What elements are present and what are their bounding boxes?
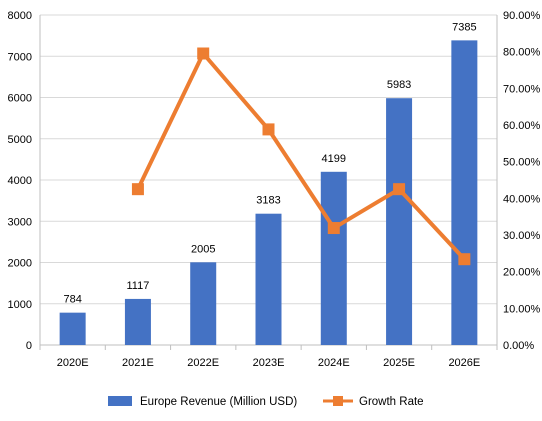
y-right-tick-label: 60.00% [503,120,541,132]
data-label: 3183 [256,195,280,207]
bar [124,298,151,345]
x-tick-label: 2022E [187,357,219,369]
y-left-tick-label: 0 [26,340,32,352]
y-right-tick-label: 20.00% [503,267,541,279]
growth-marker [393,183,406,196]
line-series [131,47,471,266]
data-label: 784 [63,294,81,306]
x-tick-label: 2026E [448,357,480,369]
legend: Europe Revenue (Million USD) Growth Rate [108,396,424,408]
data-labels: 784 1117 2005 3183 4199 5983 7385 [63,21,476,305]
tick-labels: 0 1000 2000 3000 4000 5000 6000 7000 8000 0.00% 10… [8,10,541,369]
x-tick-label: 2025E [383,357,415,369]
y-left-tick-label: 8000 [8,10,32,22]
legend-swatch-revenue [108,396,132,406]
y-left-tick-label: 4000 [8,175,32,187]
y-right-tick-label: 30.00% [503,230,541,242]
x-tick-label: 2021E [122,357,154,369]
growth-marker [131,183,144,196]
y-left-tick-label: 1000 [8,299,32,311]
growth-marker [458,253,471,266]
data-label: 5983 [387,79,411,91]
y-right-tick-label: 80.00% [503,47,541,59]
legend-swatch-growth-marker [333,396,343,406]
y-left-tick-label: 6000 [8,93,32,105]
y-left-tick-label: 3000 [8,216,32,228]
legend-label-growth: Growth Rate [359,396,424,408]
bar [386,98,413,345]
y-right-tick-label: 40.00% [503,193,541,205]
y-right-tick-label: 10.00% [503,303,541,315]
x-tick-label: 2020E [57,357,89,369]
y-right-tick-label: 70.00% [503,83,541,95]
data-label: 4199 [322,153,346,165]
x-tick-label: 2024E [318,357,350,369]
y-right-tick-label: 90.00% [503,10,541,22]
y-left-tick-label: 2000 [8,258,32,270]
bar [320,171,347,345]
y-right-tick-label: 50.00% [503,157,541,169]
data-label: 2005 [191,243,215,255]
x-tick-label: 2023E [253,357,285,369]
bar [59,312,86,345]
bar [255,213,282,345]
bar-series [59,40,478,346]
y-right-tick-label: 0.00% [503,340,534,352]
growth-marker [262,123,275,136]
growth-marker [197,47,210,60]
data-label: 1117 [127,280,150,292]
bar [190,262,217,345]
y-left-tick-label: 5000 [8,134,32,146]
growth-line [136,51,466,261]
growth-marker [327,222,340,235]
bar [451,40,478,346]
y-left-tick-label: 7000 [8,51,32,63]
legend-label-revenue: Europe Revenue (Million USD) [140,396,297,408]
data-label: 7385 [452,21,476,33]
